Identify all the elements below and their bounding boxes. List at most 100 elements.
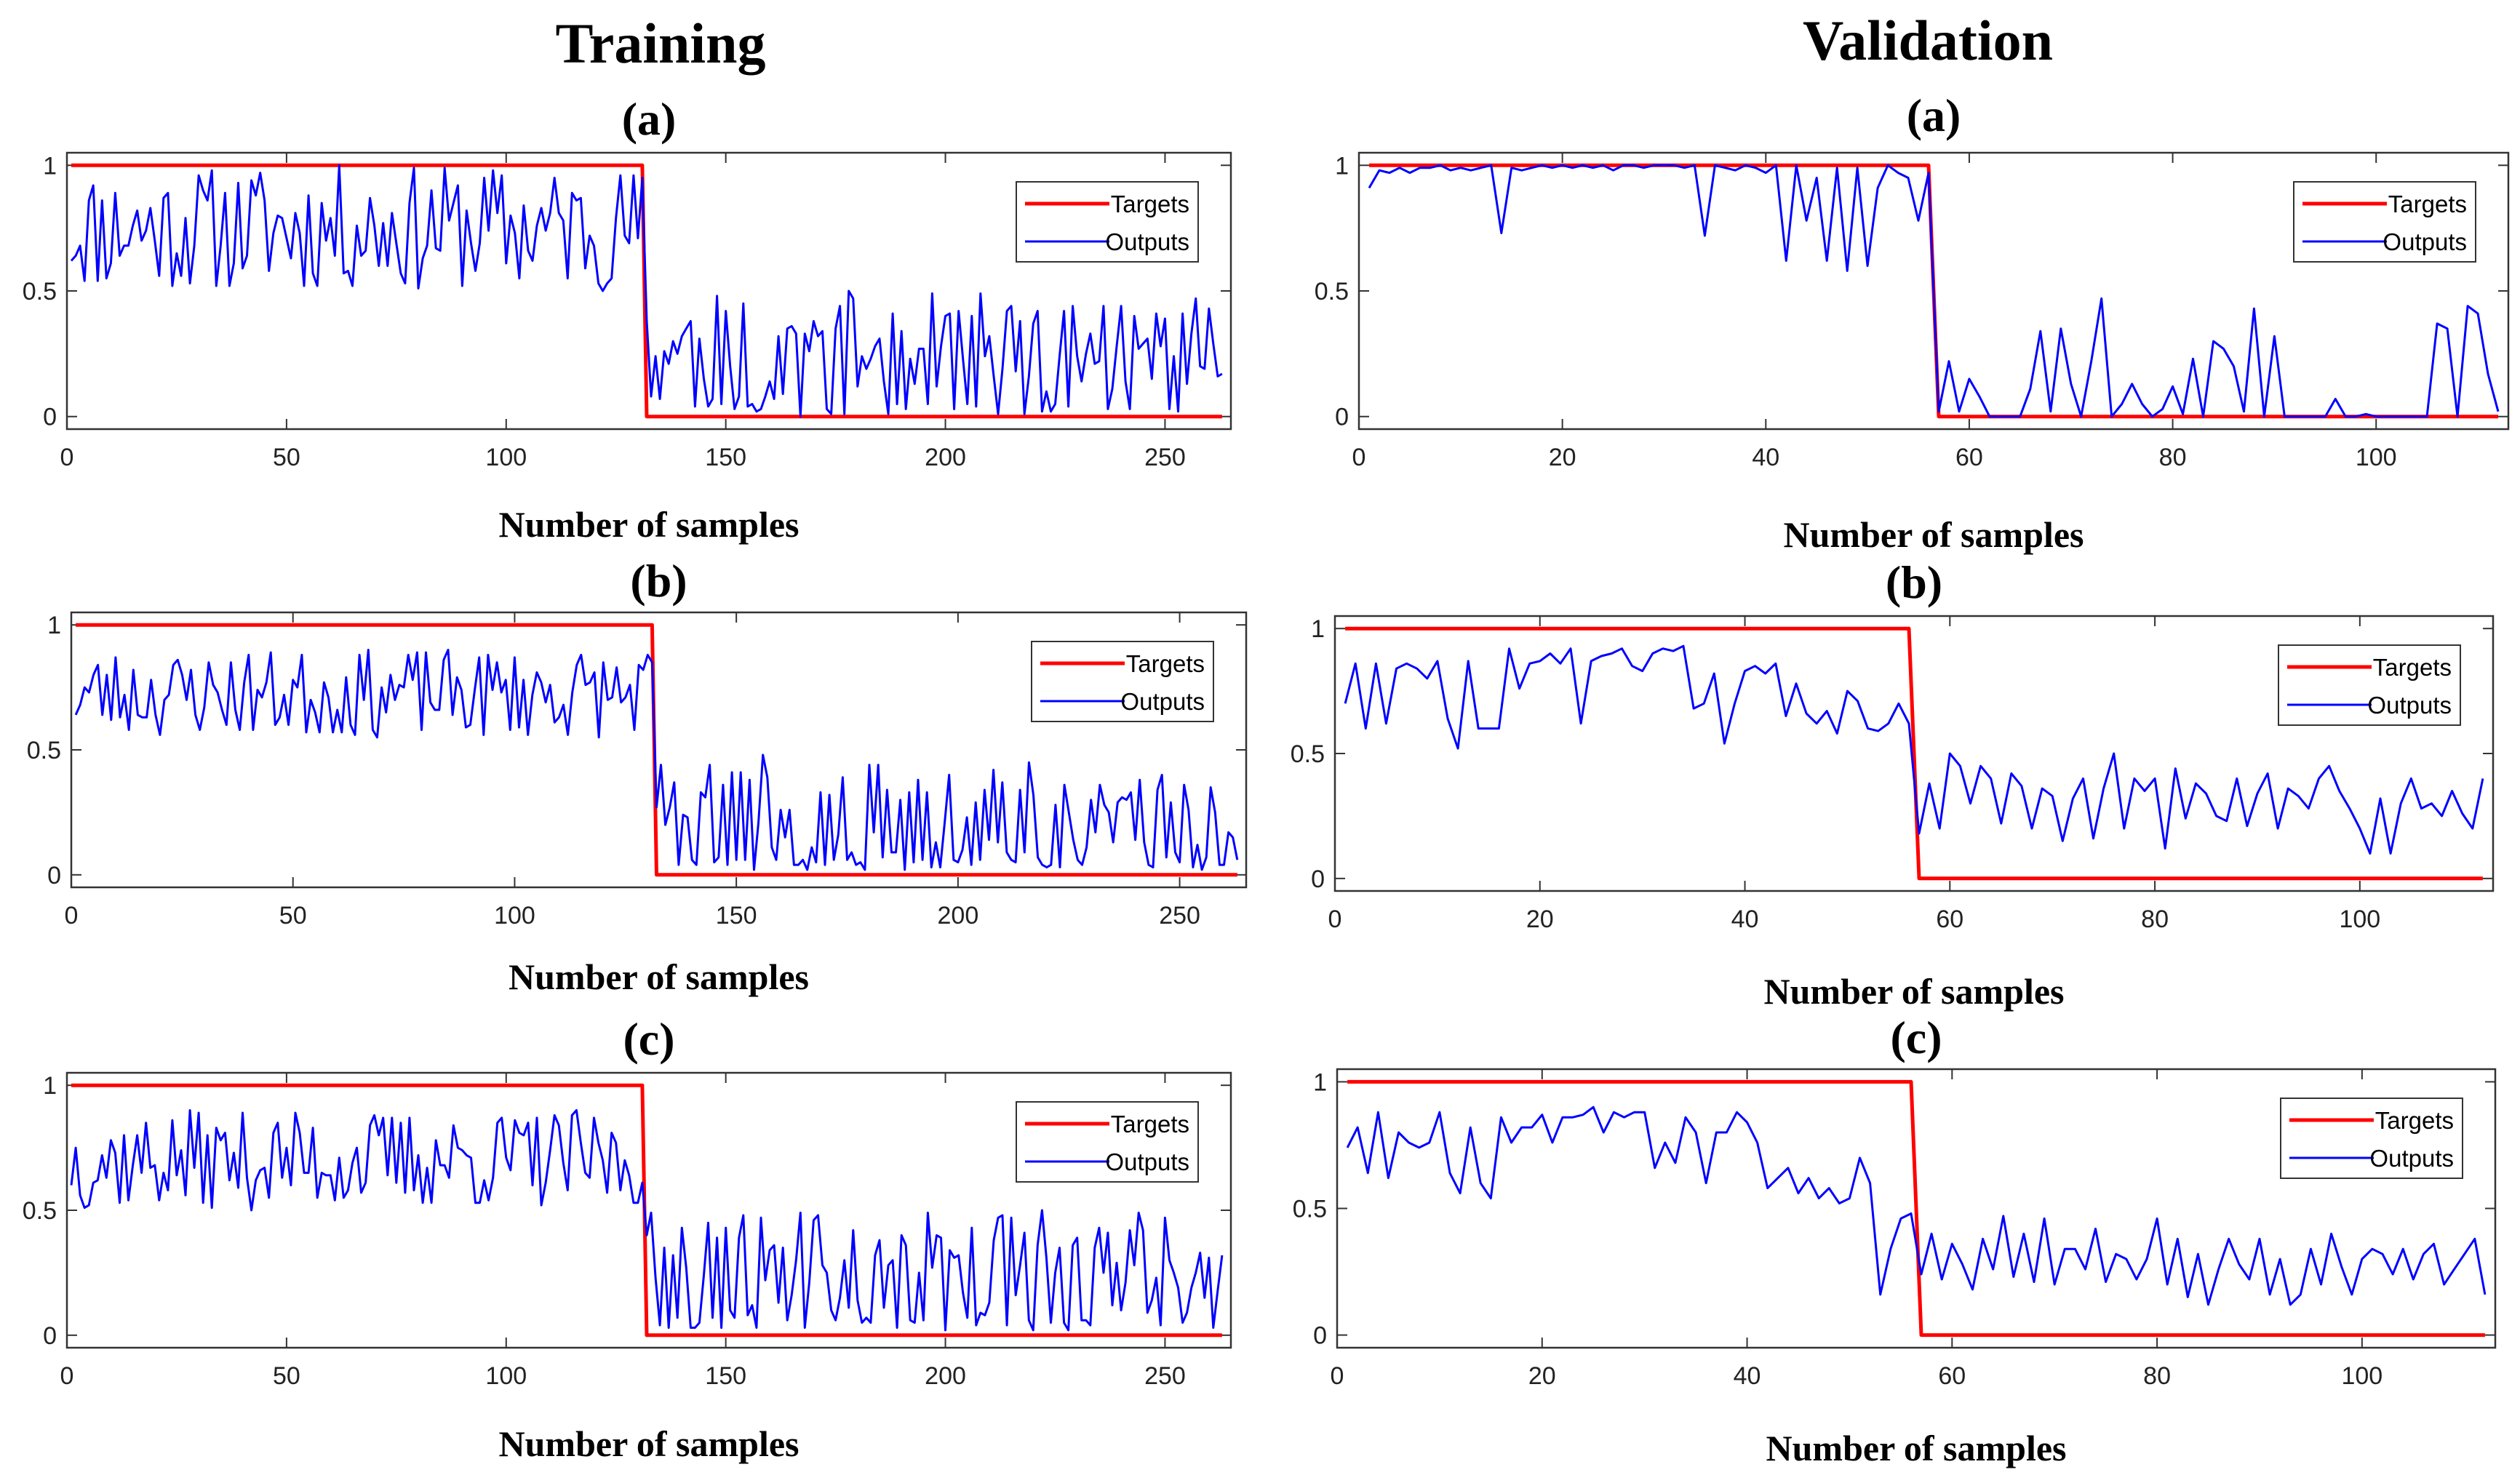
x-tick-label: 20	[1549, 444, 1576, 471]
chart-val-b: (b) 0 20 40 60 80 100 0 0.5 1 Targets Outputs Number…	[1291, 556, 2495, 1012]
y-tick-label: 1	[1335, 152, 1349, 180]
legend-box	[2293, 181, 2476, 263]
x-axis-label: Number of samples	[1766, 1428, 2067, 1468]
x-tick-label: 0	[1328, 906, 1342, 933]
x-axis-label: Number of samples	[1764, 971, 2065, 1012]
column-title-training: Training	[556, 12, 766, 75]
panel-title: (b)	[630, 555, 687, 607]
x-tick-label: 60	[1938, 1362, 1966, 1390]
legend-box	[1016, 181, 1199, 263]
x-axis-label: Number of samples	[1784, 514, 2084, 555]
y-tick-label: 0	[43, 1322, 57, 1350]
x-tick-label: 0	[60, 444, 74, 471]
chart-val-a: (a) 0 20 40 60 80 100 0 0.5 1 Targets Outputs Number…	[1315, 89, 2510, 555]
x-tick-label: 0	[1352, 444, 1366, 471]
y-tick-label: 0	[1313, 1322, 1327, 1350]
x-tick-label: 50	[273, 444, 300, 471]
x-tick-label: 60	[1936, 906, 1963, 933]
x-tick-label: 100	[2341, 1362, 2383, 1390]
x-tick-label: 0	[65, 902, 79, 930]
series-targets-line	[1345, 626, 2483, 881]
legend-label-outputs: Outputs	[1105, 228, 1189, 255]
legend-box	[2278, 644, 2461, 726]
legend: Targets Outputs	[1016, 1101, 1199, 1183]
chart-train-b: (b) 0 50 100 150 200 250 0 0.5 1 Targets Outputs Num…	[27, 555, 1248, 997]
y-tick-label: 0	[1335, 404, 1349, 431]
x-axis-label: Number of samples	[499, 504, 800, 545]
x-tick-label: 150	[705, 1362, 746, 1390]
x-axis-label: Number of samples	[509, 956, 809, 997]
legend-label-outputs: Outputs	[1120, 688, 1205, 715]
panel-title: (a)	[622, 93, 677, 145]
legend: Targets Outputs	[2280, 1098, 2463, 1179]
legend-label-targets: Targets	[1111, 1111, 1189, 1138]
legend: Targets Outputs	[1031, 641, 1214, 722]
x-tick-label: 150	[716, 902, 757, 930]
legend-label-targets: Targets	[2375, 1107, 2454, 1134]
series-targets-line	[1347, 1079, 2485, 1338]
legend: Targets Outputs	[1016, 181, 1199, 263]
legend: Targets Outputs	[2293, 181, 2476, 263]
series-outputs-line	[70, 164, 1223, 418]
y-tick-label: 0	[47, 862, 61, 890]
x-tick-label: 0	[1331, 1362, 1344, 1390]
x-tick-label: 40	[1752, 444, 1779, 471]
panel-title: (c)	[1890, 1012, 1942, 1063]
y-tick-label: 0	[43, 404, 57, 431]
x-tick-label: 100	[485, 1362, 527, 1390]
y-tick-label: 0	[1311, 866, 1325, 893]
panel-title: (c)	[623, 1013, 674, 1065]
x-tick-label: 80	[2159, 444, 2187, 471]
x-tick-label: 150	[705, 444, 746, 471]
y-tick-label: 1	[43, 1072, 57, 1100]
series-outputs-line	[1368, 164, 2500, 418]
legend-box	[2280, 1098, 2463, 1179]
chart-panels: (a)0 50 100 150 200 25000.51TargetsOutputsNum…	[23, 89, 2510, 1468]
legend-label-outputs: Outputs	[2369, 1145, 2454, 1172]
column-title-validation: Validation	[1803, 9, 2053, 72]
x-tick-label: 60	[1955, 444, 1983, 471]
x-tick-label: 40	[1731, 906, 1759, 933]
panel-title: (a)	[1907, 89, 1961, 141]
x-tick-label: 20	[1526, 906, 1554, 933]
legend-label-outputs: Outputs	[1105, 1148, 1189, 1175]
legend-label-outputs: Outputs	[2367, 692, 2452, 719]
x-tick-label: 100	[485, 444, 527, 471]
series-outputs-line	[1346, 1106, 2487, 1306]
series-outputs-line	[70, 1109, 1224, 1332]
y-tick-label: 0.5	[23, 278, 57, 305]
x-axis-label: Number of samples	[499, 1423, 800, 1464]
x-tick-label: 50	[279, 902, 307, 930]
legend-box	[1016, 1101, 1199, 1183]
y-tick-label: 0.5	[1291, 740, 1325, 768]
legend-box	[1031, 641, 1214, 722]
chart-val-c: (c) 0 20 40 60 80 100 0 0.5 1 Targets Outputs Number…	[1293, 1012, 2497, 1468]
x-tick-label: 80	[2141, 906, 2169, 933]
x-tick-label: 100	[494, 902, 535, 930]
x-tick-label: 40	[1734, 1362, 1761, 1390]
x-tick-label: 100	[2339, 906, 2380, 933]
legend-label-targets: Targets	[1126, 650, 1205, 677]
y-tick-label: 1	[1311, 615, 1325, 643]
x-tick-label: 20	[1528, 1362, 1556, 1390]
series-targets-line	[71, 163, 1222, 419]
legend: Targets Outputs	[2278, 644, 2461, 726]
chart-train-a: (a) 0 50 100 150 200 250 0 0.5 1 Targets Outputs Num…	[23, 93, 1232, 545]
panel-title: (b)	[1886, 556, 1942, 608]
series-outputs-line	[74, 649, 1239, 871]
series-outputs-line	[1344, 644, 2484, 855]
y-tick-label: 0.5	[23, 1197, 57, 1225]
x-tick-label: 50	[273, 1362, 300, 1390]
x-tick-label: 250	[1159, 902, 1200, 930]
y-tick-label: 0.5	[1293, 1196, 1327, 1223]
x-tick-label: 0	[60, 1362, 74, 1390]
legend-label-targets: Targets	[1111, 191, 1189, 217]
x-tick-label: 250	[1144, 1362, 1186, 1390]
x-tick-label: 200	[938, 902, 979, 930]
y-tick-label: 0.5	[1315, 278, 1349, 305]
x-tick-label: 100	[2356, 444, 2397, 471]
legend-label-targets: Targets	[2373, 654, 2452, 681]
y-tick-label: 0.5	[27, 737, 61, 764]
chart-train-c: (c) 0 50 100 150 200 250 0 0.5 1 Targets Outputs Num…	[23, 1013, 1232, 1464]
